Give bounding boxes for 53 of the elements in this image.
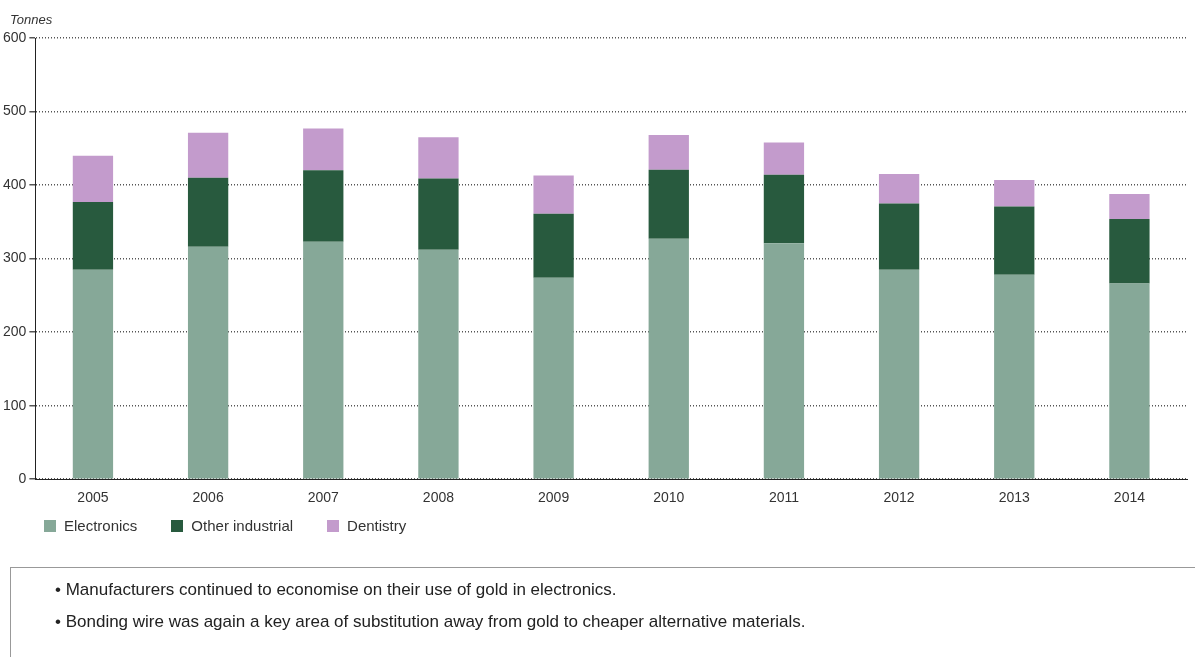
bar [418, 249, 459, 479]
x-tick-label: 2005 [77, 489, 109, 506]
bar [648, 169, 689, 239]
bar [763, 174, 805, 244]
y-tick-label: 100 [3, 396, 27, 413]
bar [994, 274, 1035, 479]
x-tick-label: 2010 [653, 489, 685, 506]
bar [763, 243, 805, 479]
x-tick-label: 2008 [422, 489, 455, 506]
y-tick-label: 300 [3, 249, 27, 266]
x-tick-label: 2012 [883, 489, 915, 506]
bar [303, 241, 344, 479]
x-tick-label: 2007 [307, 489, 340, 506]
legend-label: Other industrial [190, 517, 294, 534]
bar [878, 174, 920, 204]
bar [187, 246, 229, 479]
bar [303, 170, 344, 242]
bar [878, 203, 920, 270]
bar [418, 178, 459, 250]
bar [533, 277, 574, 479]
bar [533, 213, 574, 278]
bar [1109, 283, 1150, 479]
bar [187, 132, 229, 178]
bar [187, 177, 229, 247]
bar [648, 238, 689, 479]
bar [303, 128, 344, 171]
y-tick-label: 0 [18, 470, 27, 487]
legend-label: Dentistry [346, 517, 407, 534]
bar [1109, 218, 1150, 284]
legend-label: Electronics [63, 517, 138, 534]
y-tick-label: 400 [3, 175, 27, 192]
x-tick-label: 2014 [1113, 489, 1146, 506]
x-tick-label: 2009 [538, 489, 570, 506]
bar [72, 201, 114, 270]
bar [994, 206, 1035, 275]
bar [763, 142, 805, 175]
x-tick-label: 2006 [192, 489, 224, 506]
bar [418, 137, 459, 179]
text: • Manufacturers continued to economise on their use of gold in electronics. [55, 580, 618, 600]
bar [533, 175, 574, 214]
x-tick-label: 2013 [998, 489, 1031, 506]
y-tick-label: 600 [3, 28, 27, 45]
bar [878, 269, 920, 479]
text: • Bonding wire was again a key area of substitution away from gold to cheaper alternative materials. [55, 612, 807, 632]
bar [72, 269, 114, 479]
x-tick-label: 2011 [768, 489, 800, 506]
bar [72, 155, 114, 202]
y-tick-label: 500 [3, 102, 27, 119]
y-tick-label: 200 [3, 322, 27, 339]
y-axis-title: Tonnes [10, 12, 53, 27]
bar [994, 179, 1035, 207]
bar [1109, 193, 1150, 219]
bar [648, 135, 689, 170]
